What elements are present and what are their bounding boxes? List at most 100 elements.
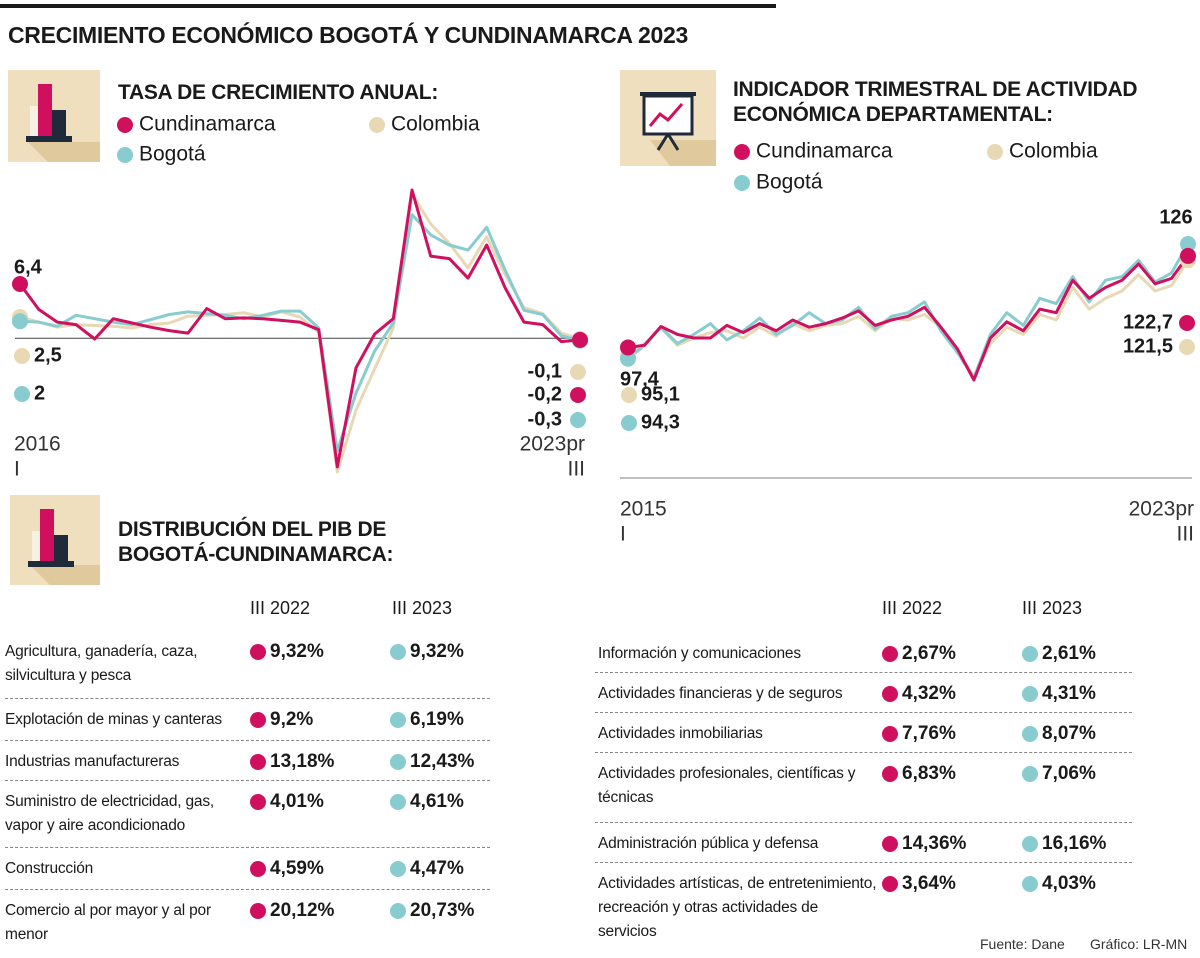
row-value: 4,31%	[1042, 683, 1096, 704]
row-divider	[5, 698, 490, 699]
row-value: 14,36%	[902, 833, 967, 854]
value-dot	[250, 794, 266, 810]
row-value: 7,76%	[902, 723, 956, 744]
chart-title: INDICADOR TRIMESTRAL DE ACTIVIDAD ECONÓM…	[733, 78, 1138, 126]
value-dot	[1022, 686, 1038, 702]
value-dot	[882, 646, 898, 662]
icon-bars	[8, 70, 100, 162]
end-point	[620, 339, 636, 356]
row-label: Actividades artísticas, de entretenimien…	[598, 875, 877, 940]
legend-label: Bogotá	[139, 143, 206, 166]
data-label: 95,1	[641, 383, 680, 405]
value-dot	[1022, 836, 1038, 852]
value-dot	[882, 876, 898, 892]
label-key	[570, 412, 586, 428]
row-value: 9,32%	[410, 641, 464, 662]
value-dot	[390, 861, 406, 877]
legend-key	[117, 147, 133, 163]
x-tick-label: I	[14, 458, 20, 481]
row-divider	[5, 847, 490, 848]
end-point	[1180, 236, 1196, 252]
row-value: 4,47%	[410, 858, 464, 879]
legend-key	[369, 117, 385, 133]
data-label: -0,2	[528, 383, 562, 405]
row-label: Construcción	[5, 860, 94, 877]
top-rule	[0, 4, 776, 8]
label-key	[1179, 315, 1195, 331]
data-label: 121,5	[1123, 335, 1173, 357]
value-dot	[390, 712, 406, 728]
x-tick-label: 2015	[620, 498, 667, 521]
table-title: DISTRIBUCIÓN DEL PIB DE BOGOTÁ-CUNDINAMA…	[118, 518, 394, 566]
icon-presentation	[620, 70, 716, 166]
legend-key	[987, 144, 1003, 160]
value-dot	[250, 861, 266, 877]
data-label: -0,3	[528, 408, 562, 430]
end-point	[12, 313, 28, 330]
x-tick-label: 2016	[14, 433, 61, 456]
legend-key	[734, 144, 750, 160]
row-label: Comercio al por mayor y al por menor	[5, 902, 211, 943]
data-label: -0,1	[528, 360, 562, 382]
legend-label: Colombia	[1009, 140, 1098, 163]
end-point	[620, 350, 636, 367]
end-point	[572, 331, 588, 348]
label-key	[1179, 339, 1195, 355]
value-dot	[1022, 646, 1038, 662]
row-divider	[5, 740, 490, 741]
value-dot	[1022, 726, 1038, 742]
row-label: Suministro de electricidad, gas, vapor y…	[5, 793, 214, 834]
row-value: 20,12%	[270, 900, 335, 921]
row-value: 6,19%	[410, 709, 464, 730]
data-label: 122,7	[1123, 311, 1173, 333]
row-value: 8,07%	[1042, 723, 1096, 744]
row-divider	[5, 780, 490, 781]
row-label: Agricultura, ganadería, caza, silvicultu…	[5, 643, 198, 684]
label-key	[621, 415, 637, 431]
legend-label: Cundinamarca	[139, 113, 276, 136]
credit: Gráfico: LR-MN	[1090, 936, 1188, 952]
row-label: Administración pública y defensa	[598, 835, 819, 852]
icon-bars	[10, 495, 100, 585]
row-value: 3,64%	[902, 873, 956, 894]
value-dot	[390, 794, 406, 810]
series-line	[19, 192, 581, 474]
row-value: 16,16%	[1042, 833, 1107, 854]
data-label: 126	[1159, 206, 1192, 228]
row-value: 13,18%	[270, 751, 335, 772]
value-dot	[250, 754, 266, 770]
row-value: 4,59%	[270, 858, 324, 879]
legend-label: Bogotá	[756, 171, 823, 194]
end-point	[12, 276, 28, 292]
label-key	[570, 387, 586, 403]
x-tick-label: 2023pr	[1129, 498, 1194, 521]
row-value: 2,67%	[902, 643, 956, 664]
label-key	[570, 364, 586, 380]
row-divider	[595, 822, 1132, 823]
series-line	[18, 188, 581, 469]
column-header: III 2022	[882, 598, 943, 618]
end-point	[1180, 247, 1196, 264]
row-label: Explotación de minas y canteras	[5, 711, 222, 728]
source: Fuente: Dane	[980, 936, 1065, 952]
x-tick-label: 2023pr	[520, 433, 585, 456]
data-label: 97,4	[620, 368, 660, 390]
value-dot	[882, 836, 898, 852]
row-divider	[595, 752, 1132, 753]
chart-title: TASA DE CRECIMIENTO ANUAL:	[118, 81, 439, 104]
row-label: Industrias manufactureras	[5, 753, 180, 770]
row-value: 9,2%	[270, 709, 314, 730]
series-line	[627, 255, 1190, 382]
row-value: 9,32%	[270, 641, 324, 662]
row-divider	[595, 862, 1132, 863]
label-key	[14, 348, 30, 364]
value-dot	[882, 686, 898, 702]
column-header: III 2023	[392, 598, 453, 618]
row-value: 2,61%	[1042, 643, 1096, 664]
data-label: 6,4	[14, 256, 43, 278]
main-title: CRECIMIENTO ECONÓMICO BOGOTÁ Y CUNDINAMA…	[8, 22, 688, 48]
x-tick-label: I	[620, 523, 626, 546]
x-tick-label: III	[1176, 523, 1194, 546]
